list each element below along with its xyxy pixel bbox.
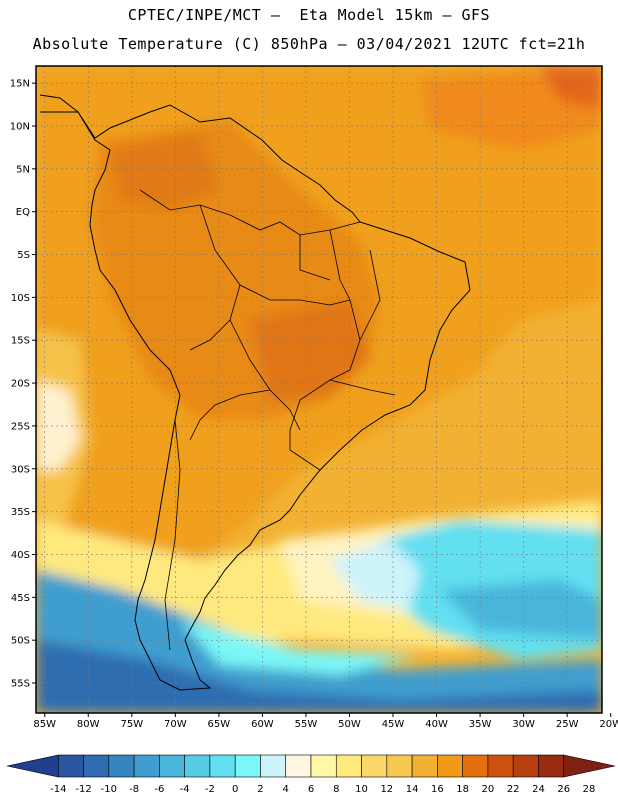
lon-label: 50W: [338, 719, 361, 730]
lat-label: 25S: [11, 421, 30, 432]
colorbar-tick-label: -12: [75, 784, 91, 795]
lon-label: 25W: [556, 719, 579, 730]
lat-label: 30S: [11, 464, 30, 475]
colorbar-tick-label: -8: [129, 784, 139, 795]
lon-label: 85W: [33, 719, 56, 730]
lat-label: 20S: [11, 379, 30, 390]
colorbar-swatch: [57, 754, 84, 778]
lat-label: 35S: [11, 507, 30, 518]
colorbar-tick-label: -2: [205, 784, 215, 795]
lon-label: 30W: [512, 719, 535, 730]
colorbar-tick-label: 28: [583, 784, 596, 795]
colorbar-swatch: [437, 754, 463, 778]
lat-label: 50S: [11, 636, 30, 647]
lon-label: 60W: [251, 719, 274, 730]
lat-label: 15S: [11, 336, 30, 347]
colorbar-tick-label: 10: [355, 784, 368, 795]
colorbar-tick-label: 26: [557, 784, 570, 795]
colorbar-swatch: [285, 754, 312, 778]
colorbar-swatch: [6, 754, 59, 778]
colorbar-tick-label: 6: [308, 784, 314, 795]
colorbar-swatch: [83, 754, 110, 778]
colorbar-swatch: [361, 754, 388, 778]
colorbar-swatch: [386, 754, 413, 778]
lon-label: 75W: [120, 719, 143, 730]
lat-label: 45S: [11, 593, 30, 604]
lat-label: 40S: [11, 550, 30, 561]
lat-label: 5N: [16, 164, 30, 175]
lat-label: 10N: [10, 121, 30, 132]
colorbar-tick-label: 20: [482, 784, 495, 795]
lat-label: EQ: [16, 207, 30, 218]
lat-label: 55S: [11, 679, 30, 690]
colorbar-swatch: [108, 754, 135, 778]
map-title-line1: CPTEC/INPE/MCT – Eta Model 15km – GFS: [127, 6, 491, 24]
colorbar-swatch: [462, 754, 489, 778]
country-borders: [139, 189, 396, 651]
temperature-field: [36, 66, 602, 713]
colorbar-swatch: [260, 754, 287, 778]
map-axes: 15N 10N 5N EQ 5S 10S 15S 20S 25S 30S 35S 40S 45S 50S 5…: [10, 79, 618, 730]
colorbar-swatch: [487, 754, 514, 778]
lat-lon-grid: [36, 66, 602, 713]
colorbar-tick-label: 16: [431, 784, 444, 795]
colorbar-tick-label: 18: [456, 784, 469, 795]
colorbar-swatch: [538, 754, 565, 778]
lon-label: 40W: [425, 719, 448, 730]
colorbar-tick-label: -14: [50, 784, 66, 795]
colorbar-tick-label: 12: [380, 784, 393, 795]
lon-label: 80W: [77, 719, 100, 730]
colorbar-tick-label: 0: [232, 784, 238, 795]
colorbar-swatch: [234, 754, 261, 778]
map-frame: [35, 65, 603, 714]
lon-label: 20W: [599, 719, 618, 730]
colorbar-swatch: [335, 754, 362, 778]
map-title-line2: Absolute Temperature (C) 850hPa – 03/04/…: [32, 35, 586, 53]
colorbar-tick-label: 8: [333, 784, 339, 795]
colorbar-swatch: [184, 754, 211, 778]
colorbar-swatch: [159, 754, 185, 778]
colorbar-swatch: [310, 754, 337, 778]
lon-label: 70W: [164, 719, 187, 730]
lon-label: 35W: [469, 719, 492, 730]
colorbar: -14 -12 -10 -8 -6 -4 -2 0 2 4 6 8 10 12 14 16 18 20 22 24 26…: [6, 754, 616, 795]
colorbar-tick-label: -4: [180, 784, 190, 795]
colorbar-tick-label: 24: [532, 784, 545, 795]
colorbar-swatch: [209, 754, 236, 778]
colorbar-tick-label: -10: [101, 784, 117, 795]
lat-label: 15N: [10, 79, 30, 90]
colorbar-swatch: [563, 754, 616, 778]
lat-label: 5S: [17, 250, 30, 261]
colorbar-tick-label: -6: [154, 784, 164, 795]
lon-label: 65W: [208, 719, 231, 730]
lon-label: 45W: [382, 719, 405, 730]
colorbar-swatch: [512, 754, 539, 778]
colorbar-swatch: [133, 754, 160, 778]
lat-label: 10S: [11, 293, 30, 304]
colorbar-swatch: [411, 754, 438, 778]
lon-label: 55W: [295, 719, 318, 730]
colorbar-tick-label: 2: [257, 784, 263, 795]
colorbar-tick-label: 4: [283, 784, 289, 795]
coastline-outline: [39, 94, 471, 691]
colorbar-tick-label: 22: [507, 784, 520, 795]
colorbar-tick-label: 14: [406, 784, 419, 795]
